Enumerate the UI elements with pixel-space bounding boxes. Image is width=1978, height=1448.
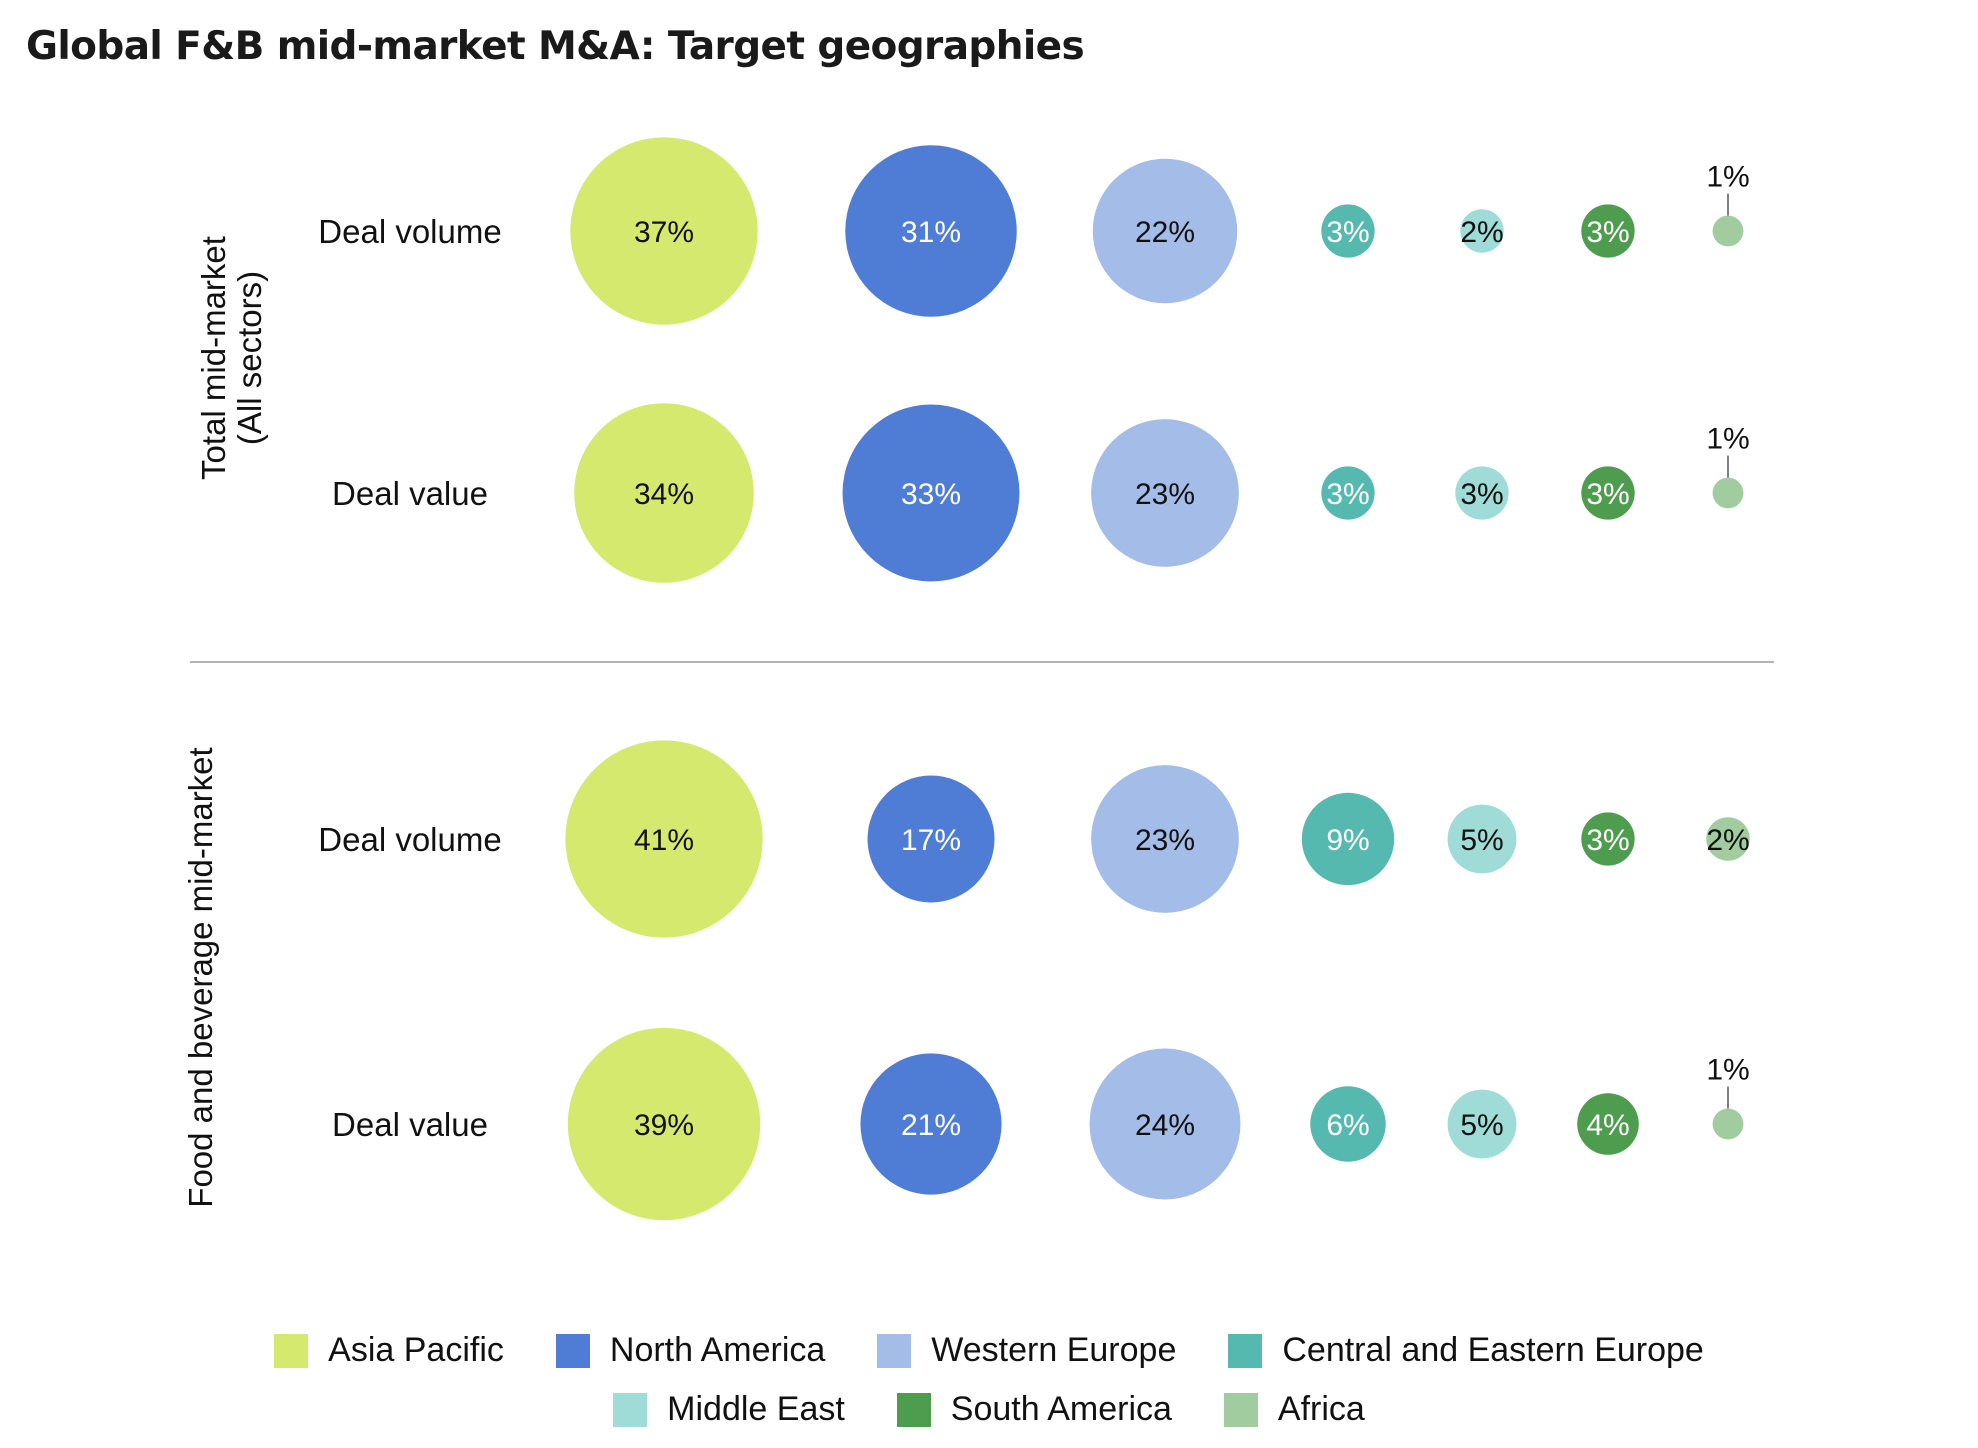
- data-label-asia-pacific-g2-r1: 41%: [634, 824, 694, 857]
- legend-item-asia-pacific: Asia Pacific: [274, 1331, 504, 1370]
- bubble-south-america-g2-r1: [1581, 812, 1635, 866]
- legend-swatch-central-and-eastern-europe: [1228, 1333, 1263, 1368]
- bubble-africa-g1-r1: [1712, 215, 1744, 247]
- bubble-africa-g2-r2: [1712, 1108, 1744, 1140]
- legend-item-central-and-eastern-europe: Central and Eastern Europe: [1228, 1331, 1704, 1370]
- bubble-asia-pacific-g1-r1: [570, 137, 758, 325]
- data-label-western-europe-g2-r1: 23%: [1135, 824, 1195, 857]
- legend-swatch-africa: [1223, 1392, 1258, 1427]
- bubble-middle-east-g2-r2: [1447, 1089, 1517, 1159]
- data-label-central-and-eastern-europe-g2-r2: 6%: [1326, 1109, 1369, 1142]
- bubble-central-and-eastern-europe-g2-r2: [1310, 1086, 1386, 1162]
- legend-row-1: Asia Pacific North America Western Europe C…: [0, 1331, 1978, 1370]
- row-label-deal-value: Deal value: [332, 475, 488, 512]
- legend-label-africa: Africa: [1277, 1390, 1365, 1428]
- legend-label-western-europe: Western Europe: [931, 1331, 1177, 1369]
- bubble-north-america-g2-r2: [860, 1053, 1002, 1195]
- legend-label-north-america: North America: [609, 1331, 826, 1369]
- data-label-africa-g1-r1: 1%: [1706, 161, 1749, 194]
- data-label-south-america-g1-r1: 3%: [1586, 216, 1629, 249]
- bubble-south-america-g1-r1: [1581, 204, 1635, 258]
- legend-swatch-asia-pacific: [274, 1333, 309, 1368]
- bubble-asia-pacific-g2-r2: [567, 1027, 761, 1221]
- data-label-north-america-g1-r1: 31%: [901, 216, 961, 249]
- data-label-middle-east-g1-r2: 3%: [1460, 478, 1503, 511]
- legend-item-middle-east: Middle East: [613, 1390, 845, 1429]
- legend-swatch-south-america: [896, 1392, 931, 1427]
- data-label-africa-g2-r2: 1%: [1706, 1054, 1749, 1087]
- row-label-deal-value: Deal value: [332, 1106, 488, 1143]
- legend-label-central-and-eastern-europe: Central and Eastern Europe: [1282, 1331, 1704, 1369]
- data-label-middle-east-g2-r1: 5%: [1460, 824, 1503, 857]
- data-label-western-europe-g1-r2: 23%: [1135, 478, 1195, 511]
- data-label-africa-g1-r2: 1%: [1706, 423, 1749, 456]
- data-label-south-america-g2-r1: 3%: [1586, 824, 1629, 857]
- legend-swatch-middle-east: [613, 1392, 648, 1427]
- bubble-north-america-g1-r2: [842, 404, 1020, 582]
- data-label-south-america-g1-r2: 3%: [1586, 478, 1629, 511]
- data-label-asia-pacific-g2-r2: 39%: [634, 1109, 694, 1142]
- bubble-africa-g1-r2: [1712, 477, 1744, 509]
- bubble-asia-pacific-g1-r2: [574, 403, 754, 583]
- data-label-north-america-g1-r2: 33%: [901, 478, 961, 511]
- bubble-central-and-eastern-europe-g1-r2: [1321, 466, 1375, 520]
- bubble-asia-pacific-g2-r1: [565, 740, 763, 938]
- legend-item-western-europe: Western Europe: [877, 1331, 1176, 1370]
- row-label-deal-volume: Deal volume: [318, 821, 501, 858]
- legend-label-south-america: South America: [950, 1390, 1172, 1428]
- bubble-western-europe-g1-r2: [1091, 419, 1239, 567]
- bubble-middle-east-g2-r1: [1447, 804, 1517, 874]
- bubble-western-europe-g2-r2: [1089, 1048, 1241, 1200]
- bubble-north-america-g2-r1: [867, 775, 995, 903]
- data-label-south-america-g2-r2: 4%: [1586, 1109, 1629, 1142]
- legend-label-middle-east: Middle East: [667, 1390, 845, 1428]
- data-label-western-europe-g2-r2: 24%: [1135, 1109, 1195, 1142]
- data-label-western-europe-g1-r1: 22%: [1135, 216, 1195, 249]
- bubble-north-america-g1-r1: [845, 145, 1017, 317]
- legend-label-asia-pacific: Asia Pacific: [328, 1331, 504, 1369]
- data-label-central-and-eastern-europe-g1-r1: 3%: [1326, 216, 1369, 249]
- legend-swatch-western-europe: [877, 1333, 912, 1368]
- bubble-south-america-g2-r2: [1577, 1093, 1639, 1155]
- data-label-central-and-eastern-europe-g2-r1: 9%: [1326, 824, 1369, 857]
- data-label-middle-east-g1-r1: 2%: [1460, 216, 1503, 249]
- legend-item-north-america: North America: [555, 1331, 826, 1370]
- bubble-western-europe-g2-r1: [1091, 765, 1239, 913]
- data-label-middle-east-g2-r2: 5%: [1460, 1109, 1503, 1142]
- data-label-asia-pacific-g1-r2: 34%: [634, 478, 694, 511]
- legend-swatch-north-america: [555, 1333, 590, 1368]
- legend-row-2: Middle East South America Africa: [0, 1390, 1978, 1429]
- row-label-deal-volume: Deal volume: [318, 213, 501, 250]
- data-label-north-america-g2-r2: 21%: [901, 1109, 961, 1142]
- group-label-2-line-1: Food and beverage mid-market: [182, 747, 219, 1207]
- legend-item-south-america: South America: [896, 1390, 1172, 1429]
- data-label-central-and-eastern-europe-g1-r2: 3%: [1326, 478, 1369, 511]
- bubble-middle-east-g1-r1: [1460, 209, 1504, 253]
- data-label-africa-g2-r1: 2%: [1706, 824, 1749, 857]
- chart-title: Global F&B mid-market M&A: Target geogra…: [26, 24, 1085, 69]
- group-label-1-line-1: Total mid-market: [195, 236, 232, 480]
- bubble-central-and-eastern-europe-g1-r1: [1321, 204, 1375, 258]
- data-label-asia-pacific-g1-r1: 37%: [634, 216, 694, 249]
- bubble-central-and-eastern-europe-g2-r1: [1301, 792, 1395, 886]
- data-label-north-america-g2-r1: 17%: [901, 824, 961, 857]
- group-label-1-line-2: (All sectors): [231, 271, 268, 445]
- bubble-south-america-g1-r2: [1581, 466, 1635, 520]
- legend-item-africa: Africa: [1223, 1390, 1365, 1429]
- bubble-western-europe-g1-r1: [1092, 158, 1238, 304]
- bubble-middle-east-g1-r2: [1455, 466, 1509, 520]
- bubble-africa-g2-r1: [1706, 817, 1750, 861]
